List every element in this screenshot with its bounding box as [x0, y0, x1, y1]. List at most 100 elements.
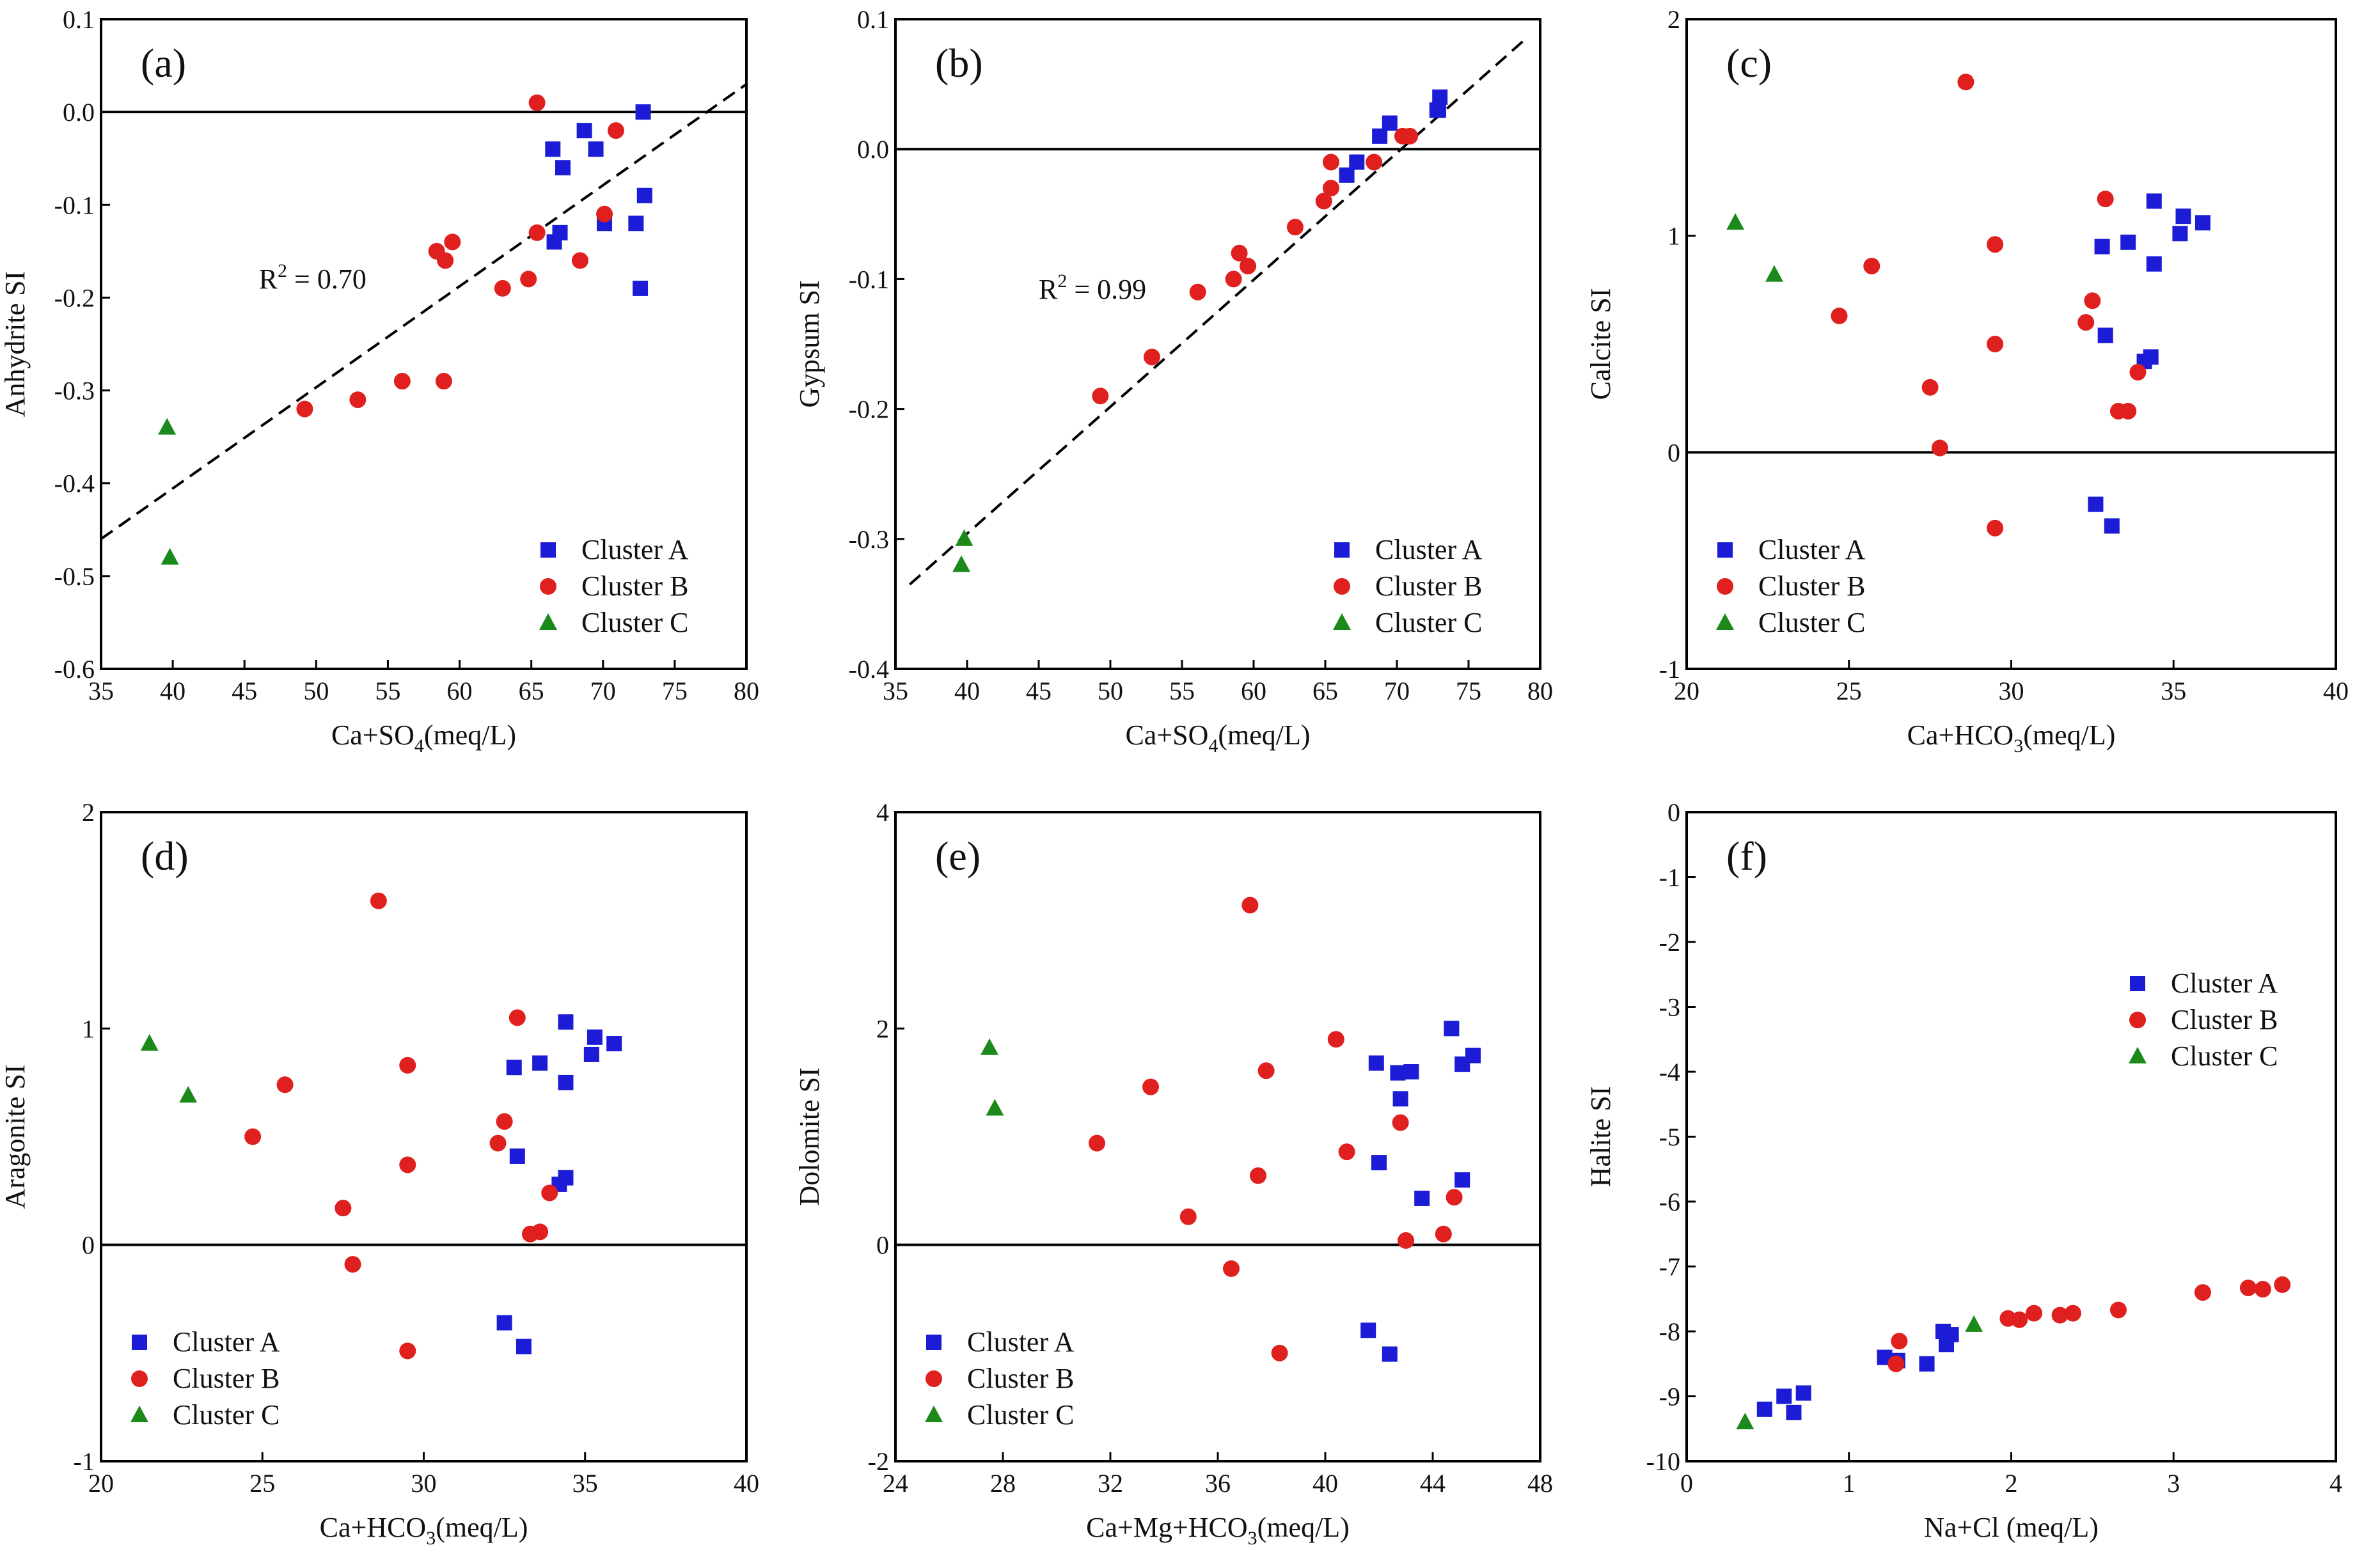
legend-marker	[1717, 578, 1733, 595]
data-point-cluster-b	[1887, 1355, 1905, 1372]
data-point-cluster-a	[633, 280, 649, 296]
legend-label: Cluster C	[967, 1399, 1074, 1431]
legend-label: Cluster B	[1375, 570, 1482, 602]
y-tick-label: 0.0	[63, 98, 95, 127]
data-point-cluster-a	[555, 160, 571, 176]
x-tick-label: 25	[249, 1469, 275, 1498]
legend-label: Cluster B	[581, 570, 688, 602]
data-point-cluster-a	[2088, 496, 2104, 512]
x-tick-label: 70	[590, 677, 616, 705]
data-point-cluster-b	[532, 1223, 549, 1241]
x-tick-label: 35	[88, 677, 114, 705]
y-tick-label: -0.1	[849, 265, 889, 294]
data-point-cluster-b	[370, 892, 387, 909]
legend-label: Cluster B	[2171, 1004, 2278, 1035]
data-point-cluster-b	[1286, 219, 1304, 236]
y-tick-label: -10	[1646, 1447, 1680, 1476]
data-point-cluster-a	[1360, 1322, 1376, 1338]
data-point-cluster-c	[952, 555, 971, 572]
data-point-cluster-a	[496, 1315, 512, 1331]
y-tick-label: -8	[1659, 1317, 1680, 1346]
legend-label: Cluster A	[581, 534, 689, 565]
legend-marker	[539, 613, 557, 630]
y-tick-label: -0.3	[54, 377, 95, 405]
x-axis-title: Ca+Mg+HCO3(meq/L)	[1086, 1512, 1350, 1549]
data-point-cluster-b	[494, 279, 511, 297]
y-axis-title: Dolomite SI	[794, 1067, 825, 1205]
y-tick-label: 2	[82, 798, 95, 827]
plot-frame	[894, 18, 1541, 670]
y-tick-label: -1	[1659, 863, 1680, 892]
data-point-cluster-b	[1921, 379, 1939, 396]
data-point-cluster-b	[2011, 1311, 2028, 1328]
data-point-cluster-b	[2239, 1279, 2257, 1296]
data-point-cluster-a	[636, 187, 652, 203]
data-point-cluster-a	[532, 1055, 548, 1071]
data-point-cluster-b	[528, 94, 546, 111]
data-point-cluster-b	[528, 224, 546, 241]
x-tick-label: 45	[232, 677, 257, 705]
y-tick-label: -2	[1659, 928, 1680, 957]
data-point-cluster-b	[2026, 1305, 2043, 1322]
legend-marker	[2130, 976, 2145, 991]
y-tick-label: 0	[1667, 438, 1680, 467]
data-point-cluster-b	[2064, 1305, 2081, 1322]
legend-label: Cluster A	[173, 1326, 280, 1358]
data-point-cluster-b	[1446, 1189, 1463, 1206]
x-tick-label: 70	[1384, 677, 1410, 705]
x-tick-label: 30	[1999, 677, 2024, 705]
x-tick-label: 32	[1098, 1469, 1123, 1498]
data-point-cluster-b	[1327, 1031, 1344, 1048]
data-point-cluster-b	[1891, 1333, 1908, 1350]
y-axis-title: Calcite SI	[1585, 288, 1616, 400]
data-point-cluster-b	[541, 1184, 558, 1202]
data-point-cluster-b	[393, 373, 411, 390]
data-point-cluster-b	[489, 1134, 507, 1152]
regression-line	[100, 82, 748, 540]
legend-label: Cluster A	[2171, 968, 2278, 999]
x-tick-label: 40	[160, 677, 185, 705]
y-tick-label: 0	[82, 1231, 95, 1260]
x-tick-label: 30	[411, 1469, 437, 1498]
panel-d: 20 25 30 35 40 -1 0 1 2 (d) Ca+HCO3(meq/L) Aragonit…	[0, 798, 759, 1549]
panel-label: (c)	[1726, 40, 1772, 86]
data-point-cluster-a	[1339, 167, 1355, 183]
legend-marker	[130, 1406, 148, 1422]
data-point-cluster-a	[1454, 1056, 1470, 1072]
data-point-cluster-a	[588, 141, 604, 157]
data-point-cluster-b	[1089, 1134, 1105, 1152]
x-tick-label: 65	[519, 677, 544, 705]
legend-marker	[540, 578, 556, 595]
data-point-cluster-b	[1987, 236, 2004, 253]
legend-marker	[926, 1335, 942, 1350]
y-tick-label: 2	[1667, 5, 1680, 34]
x-axis-title: Ca+HCO3(meq/L)	[1907, 719, 2116, 757]
data-point-cluster-b	[349, 391, 366, 409]
x-tick-label: 20	[88, 1469, 114, 1498]
x-tick-label: 40	[734, 1469, 759, 1498]
panel-label: (d)	[141, 833, 189, 879]
data-point-cluster-b	[2129, 364, 2147, 381]
data-point-cluster-a	[1349, 154, 1365, 170]
data-point-cluster-c	[1965, 1315, 1983, 1332]
data-point-cluster-b	[1392, 1114, 1409, 1131]
data-point-cluster-b	[276, 1076, 294, 1094]
legend-label: Cluster B	[1758, 570, 1865, 602]
data-point-cluster-b	[596, 205, 613, 223]
legend-marker	[925, 1406, 943, 1422]
data-point-cluster-b	[1435, 1225, 1452, 1243]
data-point-cluster-a	[1795, 1385, 1811, 1401]
data-point-cluster-a	[1392, 1091, 1408, 1107]
data-point-cluster-b	[2194, 1284, 2211, 1301]
data-point-cluster-b	[1863, 258, 1880, 275]
data-point-cluster-a	[1454, 1172, 1470, 1188]
x-tick-label: 50	[1098, 677, 1123, 705]
legend-marker	[2129, 1047, 2147, 1063]
y-tick-label: 0	[876, 1231, 889, 1260]
x-axis-title: Na+Cl (meq/L)	[1924, 1512, 2099, 1543]
data-point-cluster-b	[435, 373, 452, 390]
data-point-cluster-b	[2120, 402, 2137, 419]
plot-frame	[1685, 811, 2337, 1462]
y-tick-label: 2	[876, 1014, 889, 1043]
data-point-cluster-b	[1231, 244, 1248, 262]
